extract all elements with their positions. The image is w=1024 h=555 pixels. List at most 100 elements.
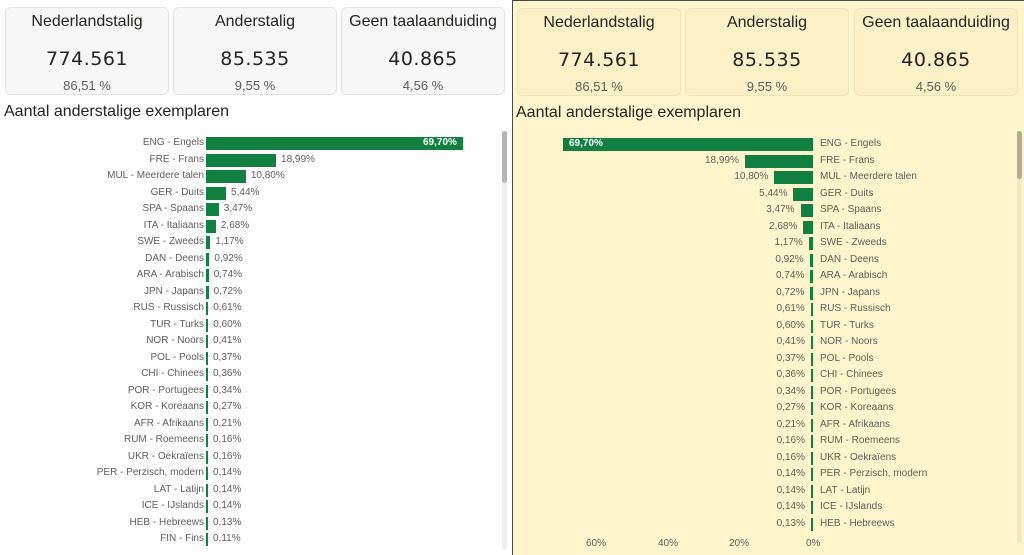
category-label: ARA - Arabisch (820, 270, 888, 281)
data-label: 0,37% (776, 352, 805, 364)
data-label: 0,11% (213, 533, 241, 544)
data-label: 0,36% (776, 369, 805, 380)
x-axis-tick: 40% (658, 538, 679, 549)
card-percent: 9,55 % (746, 79, 788, 94)
bar (206, 153, 277, 167)
bar (811, 517, 813, 531)
category-label: POL - Pools (820, 352, 874, 364)
category-label: POR - Portugees (127, 384, 204, 396)
category-label: FRE - Frans (820, 154, 875, 166)
category-label: ICE - IJslands (141, 500, 204, 511)
card-value: 40.865 (388, 48, 458, 70)
category-label: KOR - Koreaans (130, 401, 204, 412)
bar (774, 171, 813, 184)
card-anderstalig: Anderstalig 85.535 9,55 % (173, 7, 337, 95)
bar (811, 336, 813, 349)
category-label: RUM - Roemeens (123, 434, 204, 445)
data-label: 0,41% (213, 335, 242, 346)
bar (206, 302, 209, 315)
bar (811, 451, 813, 465)
category-label: SPA - Spaans (820, 204, 882, 215)
data-label: 0,60% (776, 319, 805, 331)
chart-title: Aantal anderstalige exemplaren (4, 103, 230, 120)
category-label: ENG - Engels (820, 138, 882, 149)
scrollbar-thumb[interactable] (502, 131, 507, 183)
data-label: 1,17% (215, 236, 244, 247)
category-label: ITA - Italiaans (143, 219, 204, 231)
category-label: TUR - Turks (150, 318, 204, 330)
category-label: MUL - Meerdere talen (107, 170, 204, 181)
card-title: Geen taalaanduiding (862, 14, 1010, 31)
card-title: Geen taalaanduiding (349, 13, 497, 30)
bar (811, 468, 813, 481)
category-label: AFR - Afrikaans (820, 418, 891, 430)
bar (811, 352, 813, 366)
category-label: POL - Pools (150, 351, 204, 363)
category-label: CHI - Chinees (141, 368, 204, 379)
category-label: POR - Portugees (820, 385, 897, 397)
bar (206, 500, 208, 513)
data-label: 2,68% (220, 219, 250, 231)
bar (808, 237, 813, 250)
bar (206, 401, 208, 414)
bar (810, 303, 813, 316)
bar (206, 335, 208, 348)
data-label: 0,27% (213, 401, 242, 412)
bar (206, 219, 216, 233)
scrollbar[interactable] (502, 131, 507, 550)
card-title: Anderstalig (726, 14, 808, 31)
category-label: ARA - Arabisch (136, 269, 204, 280)
scrollbar[interactable] (1017, 131, 1022, 543)
category-label: ITA - Italiaans (820, 220, 881, 232)
data-label: 69,70% (569, 138, 603, 149)
data-label: 0,27% (776, 402, 805, 413)
category-label: LAT - Latijn (153, 483, 204, 495)
category-label: DAN - Deens (145, 252, 204, 264)
data-label: 0,72% (213, 285, 242, 297)
data-label: 0,13% (213, 516, 242, 528)
bar (206, 203, 219, 216)
data-label: 0,16% (213, 434, 242, 445)
bar (800, 204, 813, 217)
data-label: 18,99% (281, 153, 315, 165)
card-nederlandstalig: Nederlandstalig 774.561 86,51 % (517, 8, 681, 96)
category-label: SPA - Spaans (142, 203, 204, 214)
bar (744, 154, 813, 168)
data-label: 0,16% (776, 435, 805, 446)
card-geen-taalaanduiding: Geen taalaanduiding 40.865 4,56 % (341, 7, 505, 95)
data-label: 2,68% (769, 220, 798, 232)
category-label: GER - Duits (150, 186, 204, 198)
bar (206, 516, 208, 530)
bar (811, 435, 813, 448)
data-label: 0,14% (776, 501, 805, 512)
data-label: 5,44% (759, 187, 788, 199)
category-label: SWE - Zweeds (137, 236, 204, 247)
card-percent: 86,51 % (575, 79, 623, 94)
data-label: 0,21% (776, 418, 805, 430)
data-label: 0,14% (213, 467, 242, 478)
data-label: 0,61% (213, 302, 242, 313)
data-label: 0,13% (776, 517, 805, 529)
category-label: FIN - Fins (160, 533, 204, 544)
data-label: 10,80% (250, 170, 285, 181)
bar (206, 450, 208, 464)
data-label: 0,61% (776, 303, 805, 314)
bar (206, 467, 208, 480)
scrollbar-thumb[interactable] (1017, 131, 1022, 179)
category-label: PER - Perzisch, modern (820, 468, 928, 479)
card-percent: 9,55 % (234, 78, 276, 93)
category-label: ENG - Engels (142, 137, 204, 148)
card-nederlandstalig: Nederlandstalig 774.561 86,51 % (5, 7, 169, 95)
category-label: DAN - Deens (820, 253, 879, 265)
data-label: 69,70% (423, 137, 457, 148)
data-label: 0,74% (776, 270, 805, 281)
data-label: 0,16% (776, 451, 805, 463)
card-percent: 86,51 % (63, 78, 111, 93)
bar (206, 533, 208, 546)
data-label: 0,14% (776, 484, 805, 496)
data-label: 10,80% (734, 171, 769, 182)
data-label: 0,34% (213, 384, 242, 396)
data-label: 0,36% (213, 368, 242, 379)
category-label: ICE - IJslands (820, 501, 883, 512)
category-label: RUS - Russisch (133, 302, 204, 313)
